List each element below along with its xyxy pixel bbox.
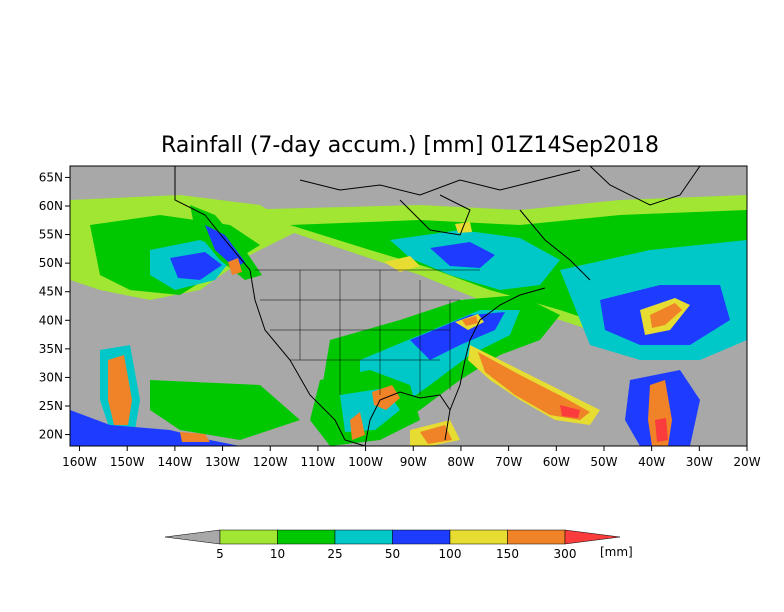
lon-label: 150W bbox=[110, 455, 145, 469]
colorbar-label: 5 bbox=[216, 547, 224, 561]
pacific-north-blue bbox=[170, 252, 222, 280]
lon-label: 20W bbox=[733, 455, 760, 469]
greenland bbox=[589, 166, 701, 206]
colorbar-segment bbox=[507, 529, 566, 545]
colorbar-label: 100 bbox=[439, 547, 462, 561]
colorbar-over-triangle bbox=[564, 529, 621, 545]
lat-label: 50N bbox=[39, 256, 63, 270]
colorbar-segment bbox=[277, 529, 336, 545]
colorbar-segment bbox=[219, 529, 278, 545]
canada-blue-1 bbox=[430, 242, 495, 268]
lat-label: 20N bbox=[39, 428, 63, 442]
state-boundaries bbox=[255, 269, 480, 395]
colorbar-segment bbox=[392, 529, 451, 545]
lon-label: 90W bbox=[400, 455, 427, 469]
florence-red bbox=[560, 405, 580, 418]
colorbar: 5 10 25 50 100 150 300 bbox=[164, 529, 621, 561]
lon-label: 60W bbox=[543, 455, 570, 469]
bc-coast-orange bbox=[228, 258, 242, 275]
colorbar-unit: [mm] bbox=[600, 545, 633, 559]
rainfall-field bbox=[70, 195, 747, 446]
lat-label: 65N bbox=[39, 170, 63, 184]
hudson-bay bbox=[399, 194, 471, 236]
colorbar-label: 10 bbox=[270, 547, 285, 561]
lon-label: 70W bbox=[495, 455, 522, 469]
lat-label: 30N bbox=[39, 370, 63, 384]
lon-label: 30W bbox=[686, 455, 713, 469]
map-panel bbox=[70, 166, 747, 446]
colorbar-segment bbox=[449, 529, 508, 545]
lon-label: 40W bbox=[638, 455, 665, 469]
pacific-olivia-orange bbox=[108, 355, 132, 425]
colorbar-label: 50 bbox=[385, 547, 400, 561]
labrador bbox=[519, 209, 591, 281]
lon-label: 100W bbox=[348, 455, 383, 469]
lon-label: 160W bbox=[62, 455, 97, 469]
map-title: Rainfall (7-day accum.) [mm] 01Z14Sep201… bbox=[161, 133, 659, 158]
colorbar-label: 150 bbox=[496, 547, 519, 561]
lon-label: 50W bbox=[590, 455, 617, 469]
bc-coast-blue bbox=[205, 225, 245, 268]
lat-label: 25N bbox=[39, 399, 63, 413]
mexico-orange bbox=[350, 412, 365, 440]
colorbar-label: 300 bbox=[554, 547, 577, 561]
canada-arctic-coast bbox=[299, 169, 581, 196]
colorbar-under-triangle bbox=[164, 529, 221, 545]
lon-label: 130W bbox=[205, 455, 240, 469]
lon-label: 110W bbox=[301, 455, 336, 469]
east-us-orange bbox=[462, 316, 478, 326]
canada-yellow-1 bbox=[384, 256, 420, 272]
lon-label: 140W bbox=[157, 455, 192, 469]
map-frame bbox=[69, 165, 748, 447]
caribbean-orange bbox=[420, 425, 452, 444]
lat-label: 55N bbox=[39, 228, 63, 242]
lon-label: 80W bbox=[447, 455, 474, 469]
east-us-blue bbox=[410, 312, 505, 360]
latitude-axis: 65N 60N 55N 50N 45N 40N 35N 30N 25N 20N bbox=[39, 170, 70, 442]
lon-label: 120W bbox=[253, 455, 288, 469]
atlantic-coast bbox=[449, 287, 546, 411]
longitude-axis: 160W 150W 140W 130W 120W 110W 100W 90W 80W 70W 60W… bbox=[62, 446, 761, 469]
pacific-low-green bbox=[150, 380, 300, 440]
coastlines bbox=[174, 166, 701, 446]
colorbar-label: 25 bbox=[327, 547, 342, 561]
lat-label: 35N bbox=[39, 342, 63, 356]
east-atl-red bbox=[655, 418, 668, 442]
colorbar-segment bbox=[334, 529, 393, 545]
gulf-coast bbox=[364, 391, 451, 446]
north-america-coast bbox=[174, 166, 366, 446]
lat-label: 45N bbox=[39, 285, 63, 299]
lat-label: 40N bbox=[39, 313, 63, 327]
pacific-tropic-orange bbox=[180, 432, 210, 442]
florence-orange bbox=[478, 352, 590, 420]
atlantic-orange bbox=[650, 303, 682, 328]
lat-label: 60N bbox=[39, 199, 63, 213]
